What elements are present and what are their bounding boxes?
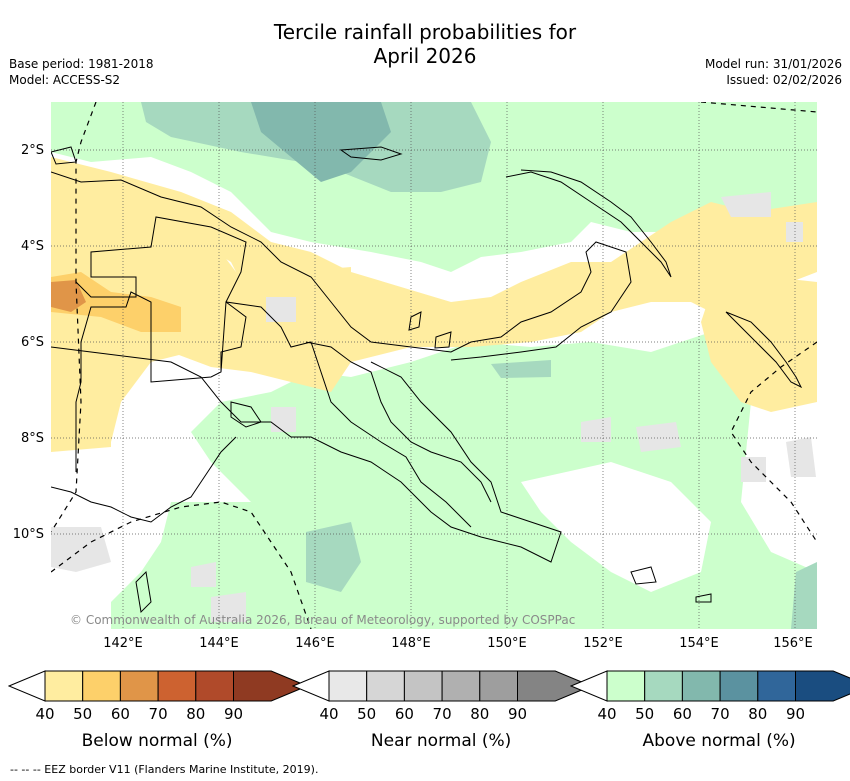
map-canvas bbox=[51, 102, 817, 629]
colorbar-tick-label: 70 bbox=[432, 705, 452, 723]
colorbar-tick-label: 40 bbox=[319, 705, 339, 723]
eez-borders bbox=[51, 102, 817, 629]
colorbar-tick-label: 60 bbox=[394, 705, 414, 723]
lat-label: 2°S bbox=[20, 143, 44, 158]
colorbar-tick-label: 80 bbox=[470, 705, 490, 723]
lon-label: 148°E bbox=[391, 636, 431, 651]
colorbar-tick-label: 70 bbox=[148, 705, 168, 723]
model-run-text: Model run: 31/01/2026 bbox=[704, 57, 842, 71]
lon-label: 146°E bbox=[295, 636, 335, 651]
colorbar-tick-label: 90 bbox=[507, 705, 528, 723]
colorbar-swatch bbox=[82, 670, 121, 702]
coastlines bbox=[51, 146, 803, 614]
lat-label: 10°S bbox=[12, 527, 44, 542]
lon-label: 144°E bbox=[199, 636, 239, 651]
lat-label: 6°S bbox=[20, 335, 44, 350]
colorbar-swatch bbox=[719, 670, 759, 702]
issued-text: Issued: 02/02/2026 bbox=[726, 73, 842, 87]
colorbar-swatch bbox=[44, 670, 84, 702]
colorbar-swatch bbox=[681, 670, 721, 702]
lon-label: 152°E bbox=[583, 636, 623, 651]
colorbar-tick-label: 90 bbox=[785, 705, 806, 723]
colorbar-high-extend bbox=[517, 670, 593, 702]
colorbar-title: Below normal (%) bbox=[81, 731, 233, 751]
map-panel bbox=[51, 102, 817, 629]
below-normal-strong bbox=[51, 272, 181, 332]
colorbar-low-extend bbox=[292, 670, 330, 702]
colorbar-low-extend bbox=[8, 670, 46, 702]
lon-label: 156°E bbox=[773, 636, 813, 651]
meta-left: Base period: 1981-2018 Model: ACCESS-S2 bbox=[9, 56, 154, 88]
lat-label: 4°S bbox=[20, 239, 44, 254]
title-line-1: Tercile rainfall probabilities for bbox=[273, 20, 577, 44]
lon-label: 154°E bbox=[679, 636, 719, 651]
base-period-text: Base period: 1981-2018 bbox=[9, 57, 154, 71]
model-text: Model: ACCESS-S2 bbox=[9, 73, 121, 87]
colorbar-tick-label: 90 bbox=[223, 705, 244, 723]
lat-label: 8°S bbox=[20, 431, 44, 446]
below-normal-regions bbox=[51, 157, 817, 452]
meta-right: Model run: 31/01/2026 Issued: 02/02/2026 bbox=[705, 56, 842, 88]
colorbar-swatch bbox=[328, 670, 368, 702]
colorbar-tick-label: 80 bbox=[748, 705, 768, 723]
colorbar-high-extend bbox=[795, 670, 850, 702]
colorbar-swatch bbox=[119, 670, 159, 702]
colorbar-tick-label: 50 bbox=[635, 705, 655, 723]
colorbar-swatch bbox=[441, 670, 481, 702]
colorbar-1 bbox=[8, 670, 309, 702]
lon-label: 142°E bbox=[103, 636, 143, 651]
colorbar-3 bbox=[570, 670, 850, 702]
colorbar-swatch bbox=[644, 670, 683, 702]
colorbar-tick-label: 40 bbox=[597, 705, 617, 723]
near-normal-regions bbox=[51, 192, 816, 622]
colorbar-tick-label: 60 bbox=[672, 705, 692, 723]
colorbar-swatch bbox=[157, 670, 197, 702]
colorbar-tick-label: 70 bbox=[710, 705, 730, 723]
colorbar-tick-label: 40 bbox=[35, 705, 55, 723]
above-normal-strong bbox=[141, 102, 817, 629]
colorbar-swatch bbox=[479, 670, 519, 702]
eez-footnote: -- -- -- EEZ border V11 (Flanders Marine… bbox=[10, 763, 319, 776]
lon-label: 150°E bbox=[487, 636, 527, 651]
colorbar-swatch bbox=[366, 670, 405, 702]
graticule bbox=[51, 102, 817, 629]
colorbar-swatch bbox=[606, 670, 646, 702]
colorbar-tick-label: 60 bbox=[110, 705, 130, 723]
colorbar-tick-label: 50 bbox=[357, 705, 377, 723]
map-title: Tercile rainfall probabilities for April… bbox=[0, 20, 850, 68]
colorbar-title: Near normal (%) bbox=[370, 731, 512, 751]
colorbar-high-extend bbox=[233, 670, 309, 702]
colorbar-swatch bbox=[403, 670, 443, 702]
colorbar-tick-label: 80 bbox=[186, 705, 206, 723]
colorbar-swatch bbox=[195, 670, 235, 702]
colorbar-title: Above normal (%) bbox=[642, 731, 796, 751]
copyright-text: © Commonwealth of Australia 2026, Bureau… bbox=[70, 613, 576, 627]
province-borders bbox=[75, 216, 492, 528]
colorbar-2 bbox=[292, 670, 593, 702]
colorbar-low-extend bbox=[570, 670, 608, 702]
title-line-2: April 2026 bbox=[373, 44, 477, 68]
colorbar-swatch bbox=[757, 670, 797, 702]
colorbar-tick-label: 50 bbox=[73, 705, 93, 723]
